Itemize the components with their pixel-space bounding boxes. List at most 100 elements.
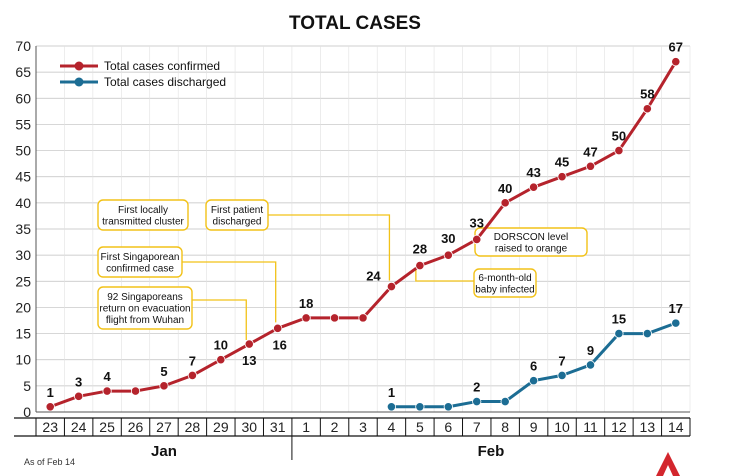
data-point	[443, 402, 453, 412]
annotation-box	[473, 268, 537, 298]
y-tick-label: 70	[15, 38, 31, 54]
y-tick-label: 60	[15, 90, 31, 106]
data-point	[642, 104, 652, 114]
y-tick-label: 5	[23, 378, 31, 394]
x-tick-label: 1	[302, 419, 310, 435]
month-label: Jan	[151, 443, 177, 460]
data-label: 1	[47, 385, 54, 400]
x-axis: 23 24 25 26 27 28 29 30 31 1 2 3 4 5 6 7 8 9 10 11 12 13 14Jan…	[14, 411, 691, 460]
data-label: 2	[473, 380, 480, 395]
x-tick-label: 10	[554, 419, 570, 435]
y-tick-label: 15	[15, 326, 31, 342]
data-point	[585, 161, 596, 171]
annotation-text: baby infected	[475, 284, 535, 295]
data-point	[614, 145, 624, 156]
annotation-text: transmitted cluster	[102, 216, 184, 227]
data-point	[529, 182, 539, 192]
data-label: 7	[189, 353, 196, 368]
y-tick-label: 40	[15, 195, 31, 211]
annotation-text: flight from Wuhan	[106, 315, 184, 326]
legend-marker	[74, 77, 84, 87]
x-tick-label: 7	[473, 419, 481, 435]
data-label: 17	[669, 301, 683, 316]
x-tick-label: 2	[331, 419, 339, 435]
data-point	[472, 396, 482, 407]
x-tick-label: 28	[185, 419, 201, 435]
annotation-connector	[268, 214, 391, 281]
data-label: 13	[242, 353, 256, 368]
x-tick-label: 3	[359, 419, 367, 435]
x-tick-label: 13	[640, 419, 656, 435]
data-point	[642, 328, 652, 339]
data-point	[244, 339, 254, 349]
data-point	[45, 402, 55, 412]
data-label: 33	[470, 215, 484, 230]
legend-item: Total cases discharged	[60, 75, 226, 89]
y-tick-label: 50	[15, 143, 31, 159]
data-point	[273, 323, 283, 333]
annotation-connector	[182, 261, 277, 323]
annotation-text: return on evacuation	[99, 304, 190, 315]
data-label: 5	[160, 364, 167, 379]
data-point	[671, 318, 681, 328]
data-point	[386, 402, 397, 412]
x-tick-label: 5	[416, 419, 424, 435]
annotation-connector	[415, 269, 474, 282]
y-tick-label: 25	[15, 273, 31, 289]
x-tick-label: 26	[128, 419, 144, 435]
data-label: 43	[526, 165, 540, 180]
data-label: 67	[669, 40, 683, 55]
data-point	[187, 370, 197, 380]
annotation-text: raised to orange	[495, 243, 568, 254]
data-label: 50	[612, 129, 626, 144]
data-label: 18	[299, 296, 313, 311]
data-label: 28	[413, 242, 427, 257]
legend-label: Total cases confirmed	[104, 59, 220, 73]
data-point	[102, 386, 112, 396]
data-point	[585, 360, 596, 370]
data-point	[159, 381, 169, 391]
data-label: 7	[558, 353, 565, 368]
data-label: 3	[75, 374, 82, 389]
x-tick-label: 25	[99, 419, 115, 435]
x-tick-label: 14	[668, 419, 684, 435]
y-tick-label: 45	[15, 169, 31, 185]
legend-item: Total cases confirmed	[60, 59, 220, 73]
data-label: 6	[530, 359, 537, 374]
annotation-text: discharged	[213, 216, 262, 227]
x-tick-label: 12	[611, 419, 627, 435]
x-tick-label: 30	[241, 419, 257, 435]
x-tick-label: 9	[530, 419, 538, 435]
data-point	[415, 402, 425, 412]
data-label: 1	[388, 385, 395, 400]
chart-title: TOTAL CASES	[289, 13, 421, 34]
data-label: 40	[498, 181, 512, 196]
y-tick-label: 10	[15, 352, 31, 368]
data-point	[74, 391, 84, 401]
y-tick-label: 55	[15, 116, 31, 132]
data-point	[130, 386, 141, 396]
data-label: 47	[583, 144, 597, 159]
annotation-box	[97, 246, 183, 278]
footnote: As of Feb 14	[24, 457, 75, 467]
annotation-box	[205, 199, 269, 231]
data-point	[386, 281, 397, 292]
data-point	[529, 376, 539, 386]
x-tick-label: 11	[583, 419, 598, 435]
data-label: 10	[214, 338, 228, 353]
data-point	[472, 234, 482, 245]
annotation-box	[97, 286, 193, 330]
month-label: Feb	[478, 443, 505, 460]
legend-label: Total cases discharged	[104, 75, 226, 89]
annotation-text: 6-month-old	[478, 273, 531, 284]
x-tick-label: 8	[501, 419, 509, 435]
annotation-connector	[192, 299, 247, 341]
